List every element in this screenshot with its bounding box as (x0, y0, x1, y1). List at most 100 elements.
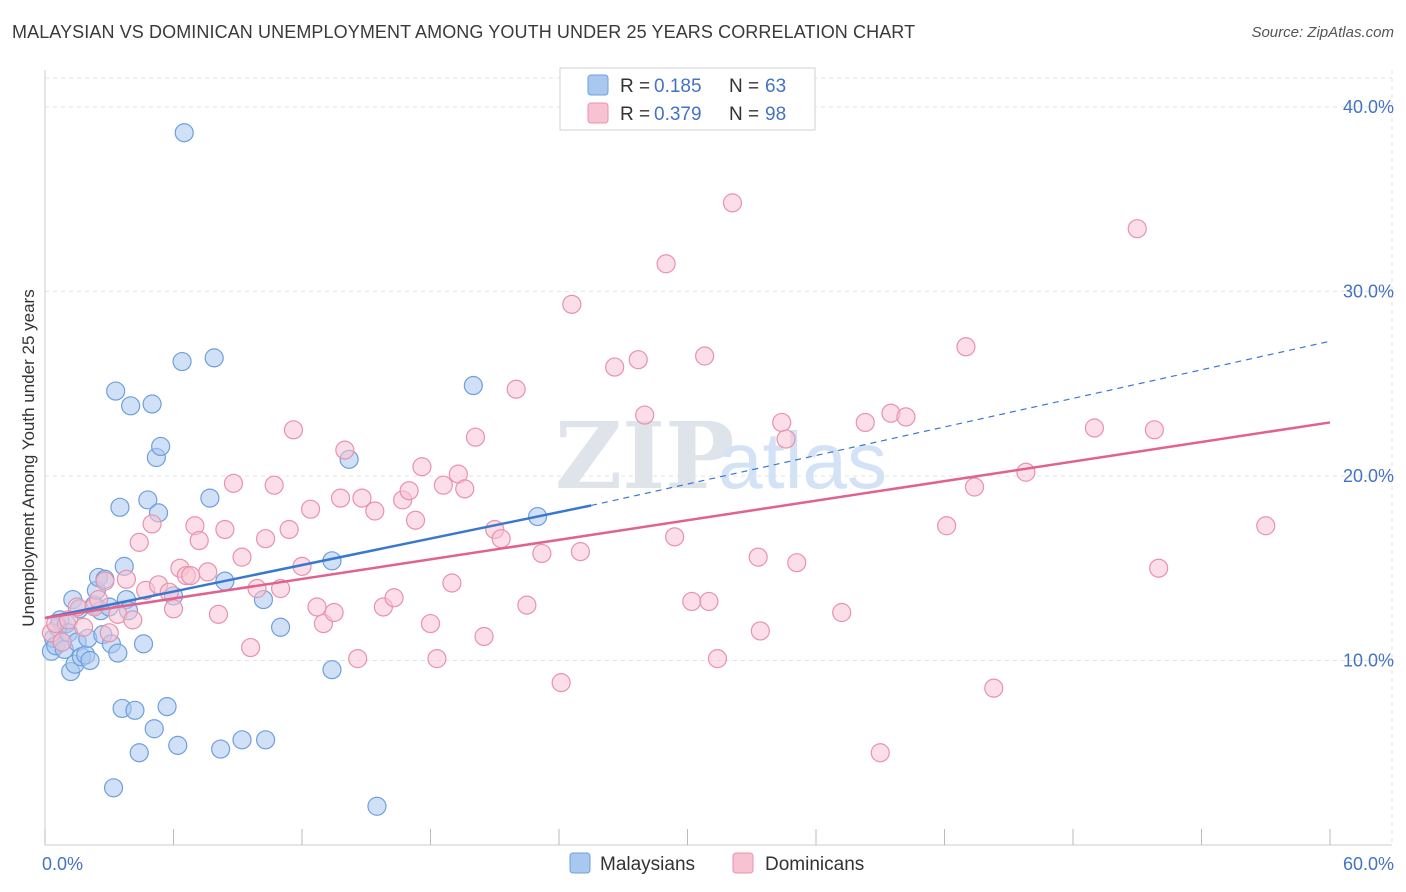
point-dominicans-11 (116, 569, 136, 589)
point-dominicans-55 (455, 479, 475, 499)
axes (44, 70, 1392, 846)
bottom-legend-label-malaysians: Malaysians (600, 854, 695, 875)
point-malaysians-38 (142, 394, 162, 414)
point-malaysians-27 (108, 643, 128, 663)
point-malaysians-42 (151, 436, 171, 457)
point-dominicans-26 (223, 473, 244, 493)
point-dominicans-76 (748, 547, 768, 567)
point-dominicans-9 (99, 623, 119, 643)
point-dominicans-61 (517, 595, 537, 615)
point-malaysians-34 (125, 700, 145, 720)
chart-source: Source: ZipAtlas.com (1251, 24, 1394, 41)
trend-line-malaysians (44, 504, 592, 620)
point-dominicans-31 (264, 475, 284, 495)
point-dominicans-57 (474, 626, 494, 647)
point-dominicans-7 (88, 589, 109, 610)
point-dominicans-69 (656, 254, 676, 274)
point-malaysians-43 (157, 697, 177, 717)
point-dominicans-88 (964, 477, 985, 497)
point-malaysians-46 (172, 351, 192, 372)
point-dominicans-53 (442, 573, 462, 593)
point-dominicans-13 (129, 532, 149, 552)
point-dominicans-91 (1084, 418, 1105, 438)
point-malaysians-47 (174, 123, 194, 143)
point-dominicans-2 (52, 632, 72, 652)
point-malaysians-59 (367, 796, 387, 816)
point-dominicans-48 (405, 510, 426, 530)
bottom-legend-swatch-malaysians (569, 852, 591, 874)
tick-labels: 10.0% 20.0% 30.0% 40.0% 0.0% 60.0% (42, 97, 1394, 874)
point-dominicans-97 (300, 499, 321, 519)
point-malaysians-52 (232, 730, 252, 750)
x-tick-label-1: 60.0% (1343, 854, 1394, 874)
point-dominicans-41 (348, 649, 368, 669)
point-dominicans-96 (181, 565, 201, 586)
point-dominicans-92 (1127, 219, 1147, 239)
point-malaysians-35 (129, 743, 149, 763)
point-malaysians-17 (80, 650, 100, 671)
point-dominicans-87 (956, 337, 976, 357)
point-dominicans-85 (896, 407, 916, 427)
point-dominicans-38 (324, 602, 344, 623)
point-dominicans-36 (307, 597, 327, 617)
y-tick-label-0: 10.0% (1343, 650, 1394, 670)
point-dominicans-79 (776, 429, 796, 449)
point-dominicans-15 (142, 514, 162, 534)
point-malaysians-60 (463, 375, 483, 396)
legend-r-value-2: 0.379 (654, 104, 702, 125)
point-dominicans-71 (682, 591, 702, 612)
point-malaysians-28 (110, 497, 130, 517)
point-dominicans-29 (247, 578, 267, 599)
point-dominicans-74 (707, 649, 728, 669)
point-malaysians-45 (168, 735, 188, 755)
y-axis-label: Unemployment Among Youth under 25 years (19, 289, 38, 626)
x-tick-label-0: 0.0% (42, 854, 83, 874)
point-malaysians-39 (144, 719, 164, 739)
point-dominicans-66 (605, 357, 625, 377)
point-dominicans-64 (562, 294, 582, 314)
point-dominicans-70 (665, 527, 685, 547)
legend-n-value-1: 63 (765, 76, 786, 97)
point-dominicans-18 (163, 599, 184, 619)
point-dominicans-23 (198, 562, 218, 582)
trend-line-dominicans (44, 421, 1331, 620)
point-malaysians-26 (106, 381, 126, 401)
point-malaysians-53 (255, 730, 276, 750)
point-dominicans-56 (465, 427, 486, 447)
legend-r-label-2: R = (620, 104, 650, 125)
point-dominicans-12 (123, 610, 143, 630)
point-malaysians-48 (200, 488, 220, 508)
point-dominicans-8 (95, 571, 115, 591)
bottom-legend-label-dominicans: Dominicans (765, 854, 864, 875)
watermark-atlas: atlas (718, 416, 887, 505)
point-dominicans-62 (532, 543, 552, 564)
point-dominicans-83 (870, 743, 890, 763)
point-malaysians-55 (270, 617, 291, 637)
legend-n-value-2: 98 (765, 104, 786, 125)
point-dominicans-81 (832, 602, 852, 623)
point-dominicans-93 (1144, 420, 1164, 440)
point-dominicans-39 (330, 488, 351, 508)
point-malaysians-33 (121, 396, 141, 416)
point-dominicans-42 (352, 488, 372, 508)
point-dominicans-50 (420, 613, 441, 634)
point-dominicans-72 (695, 346, 715, 366)
series-malaysians (41, 123, 548, 816)
point-dominicans-63 (551, 673, 571, 693)
point-dominicans-34 (283, 420, 304, 440)
point-dominicans-82 (855, 412, 875, 433)
point-dominicans-25 (215, 519, 235, 540)
watermark: ZIP atlas (555, 402, 887, 510)
trend-lines (44, 340, 1331, 620)
point-dominicans-51 (427, 649, 447, 669)
bottom-legend: Malaysians Dominicans (569, 852, 864, 875)
point-dominicans-59 (491, 529, 511, 549)
point-dominicans-78 (772, 412, 792, 433)
legend-n-label-2: N = (729, 104, 759, 125)
series-dominicans (41, 193, 1276, 763)
point-malaysians-57 (322, 660, 342, 680)
point-dominicans-40 (335, 440, 355, 460)
point-dominicans-75 (722, 193, 743, 213)
point-dominicans-30 (255, 529, 276, 549)
point-dominicans-86 (937, 516, 957, 536)
